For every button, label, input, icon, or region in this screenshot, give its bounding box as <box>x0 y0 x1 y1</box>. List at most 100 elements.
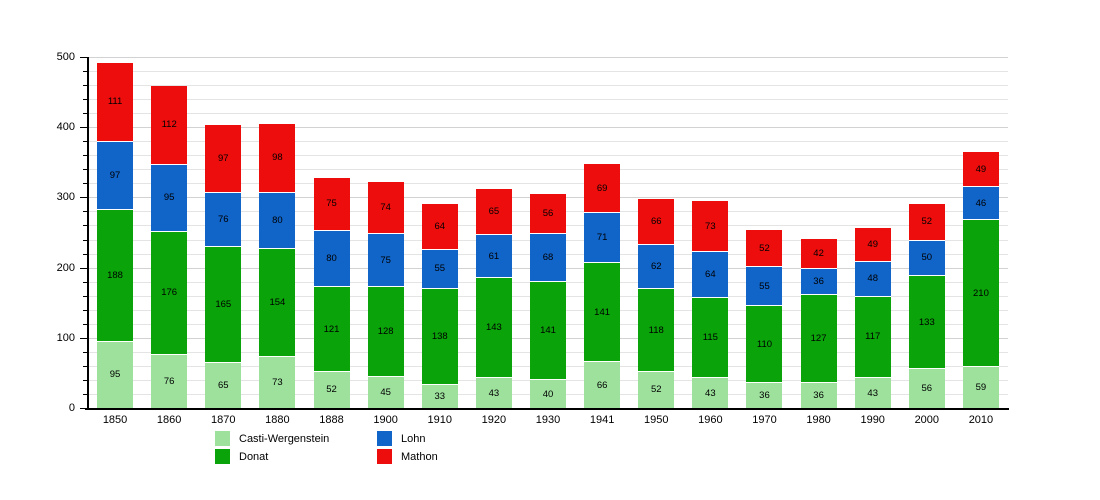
segment-mathon: 56 <box>530 193 566 233</box>
y-axis-tick <box>83 99 87 101</box>
segment-value-label: 33 <box>434 391 446 403</box>
segment-mathon: 49 <box>854 227 891 262</box>
bar-1970: 52 55 110 36 <box>746 230 783 408</box>
y-axis-tick <box>80 267 87 269</box>
bar-1910: 64 55 138 33 <box>421 204 458 408</box>
x-axis-label: 1960 <box>698 414 723 426</box>
segment-donat: 118 <box>638 288 675 371</box>
segment-donat: 127 <box>800 293 837 383</box>
bar-1870: 97 76 165 65 <box>205 125 242 408</box>
x-axis-label: 1888 <box>319 414 344 426</box>
segment-donat: 176 <box>151 230 188 355</box>
x-axis-label: 1850 <box>102 414 128 426</box>
segment-value-label: 56 <box>542 207 554 219</box>
y-axis-tick <box>83 225 87 227</box>
segment-value-label: 65 <box>217 379 229 391</box>
segment-value-label: 45 <box>380 386 391 398</box>
gridline <box>89 127 1008 129</box>
x-axis-label: 1970 <box>752 414 777 426</box>
segment-value-label: 59 <box>975 382 987 394</box>
y-axis-tick <box>83 183 87 185</box>
segment-value-label: 154 <box>269 297 286 309</box>
gridline <box>89 85 1008 87</box>
segment-value-label: 118 <box>648 324 664 336</box>
segment-value-label: 117 <box>865 331 881 343</box>
segment-mathon: 97 <box>205 125 242 193</box>
segment-donat: 138 <box>421 287 458 385</box>
segment-value-label: 76 <box>163 376 175 388</box>
segment-value-label: 55 <box>759 280 770 292</box>
segment-lohn: 62 <box>638 244 675 289</box>
segment-lohn: 55 <box>421 248 458 288</box>
segment-value-label: 110 <box>756 338 773 350</box>
segment-value-label: 138 <box>431 330 448 342</box>
legend-label: Donat <box>239 450 269 463</box>
segment-lohn: 68 <box>530 232 566 281</box>
bar-1900: 74 75 128 45 <box>367 181 404 408</box>
segment-value-label: 50 <box>921 252 933 264</box>
y-axis-tick <box>83 253 87 255</box>
segment-donat: 165 <box>205 246 242 362</box>
legend-item-lohn: Lohn <box>377 431 438 446</box>
segment-value-label: 43 <box>705 387 716 399</box>
x-axis-label: 1910 <box>427 414 452 426</box>
segment-mathon: 66 <box>638 198 675 245</box>
y-axis-tick <box>83 295 87 297</box>
segment-casti-wergenstein: 43 <box>475 377 512 408</box>
bar-1920: 65 61 143 43 <box>475 188 512 408</box>
legend-label: Casti-Wergenstein <box>239 432 330 445</box>
segment-mathon: 73 <box>692 200 729 252</box>
segment-donat: 141 <box>530 280 566 380</box>
segment-value-label: 97 <box>109 169 121 181</box>
y-axis-tick <box>83 113 87 115</box>
y-axis-label: 100 <box>56 331 75 344</box>
segment-mathon: 111 <box>97 63 134 141</box>
y-axis-tick <box>80 197 87 199</box>
segment-value-label: 188 <box>107 269 123 281</box>
segment-value-label: 80 <box>272 215 283 227</box>
segment-casti-wergenstein: 95 <box>97 340 134 408</box>
x-axis-label: 1900 <box>373 414 398 426</box>
legend-swatch <box>215 431 230 446</box>
segment-value-label: 46 <box>975 197 987 209</box>
segment-value-label: 165 <box>215 299 232 311</box>
x-axis-label: 1870 <box>211 414 236 426</box>
y-axis-tick <box>83 71 87 73</box>
segment-mathon: 112 <box>151 85 188 164</box>
segment-value-label: 141 <box>594 306 611 318</box>
segment-value-label: 66 <box>596 379 608 391</box>
segment-value-label: 68 <box>542 251 554 263</box>
segment-donat: 141 <box>584 262 621 362</box>
bar-1950: 66 62 118 52 <box>638 198 675 408</box>
segment-value-label: 128 <box>377 325 394 337</box>
y-axis-tick <box>83 309 87 311</box>
segment-value-label: 56 <box>921 383 933 395</box>
segment-value-label: 74 <box>380 202 391 214</box>
segment-donat: 143 <box>475 277 512 378</box>
segment-casti-wergenstein: 59 <box>962 366 999 408</box>
x-axis-label: 2000 <box>914 414 940 426</box>
x-axis-label: 2010 <box>968 414 994 426</box>
segment-value-label: 75 <box>326 198 337 210</box>
y-axis-tick <box>80 337 87 339</box>
gridline <box>89 99 1008 101</box>
segment-value-label: 115 <box>702 331 718 343</box>
x-axis-label: 1980 <box>806 414 831 426</box>
segment-value-label: 95 <box>109 369 121 381</box>
y-axis-line <box>87 57 89 409</box>
segment-mathon: 65 <box>475 188 512 234</box>
y-axis-label: 500 <box>56 51 75 63</box>
segment-mathon: 52 <box>908 203 945 240</box>
segment-value-label: 97 <box>217 153 229 165</box>
segment-lohn: 48 <box>854 261 891 296</box>
segment-lohn: 95 <box>151 163 188 231</box>
segment-value-label: 76 <box>217 214 229 226</box>
segment-value-label: 42 <box>813 247 824 259</box>
segment-casti-wergenstein: 45 <box>367 375 404 408</box>
legend-label: Lohn <box>401 432 426 445</box>
segment-donat: 121 <box>313 286 350 371</box>
segment-value-label: 65 <box>488 205 500 217</box>
y-axis-tick <box>83 169 87 171</box>
segment-value-label: 48 <box>867 273 878 285</box>
segment-value-label: 111 <box>107 96 123 108</box>
